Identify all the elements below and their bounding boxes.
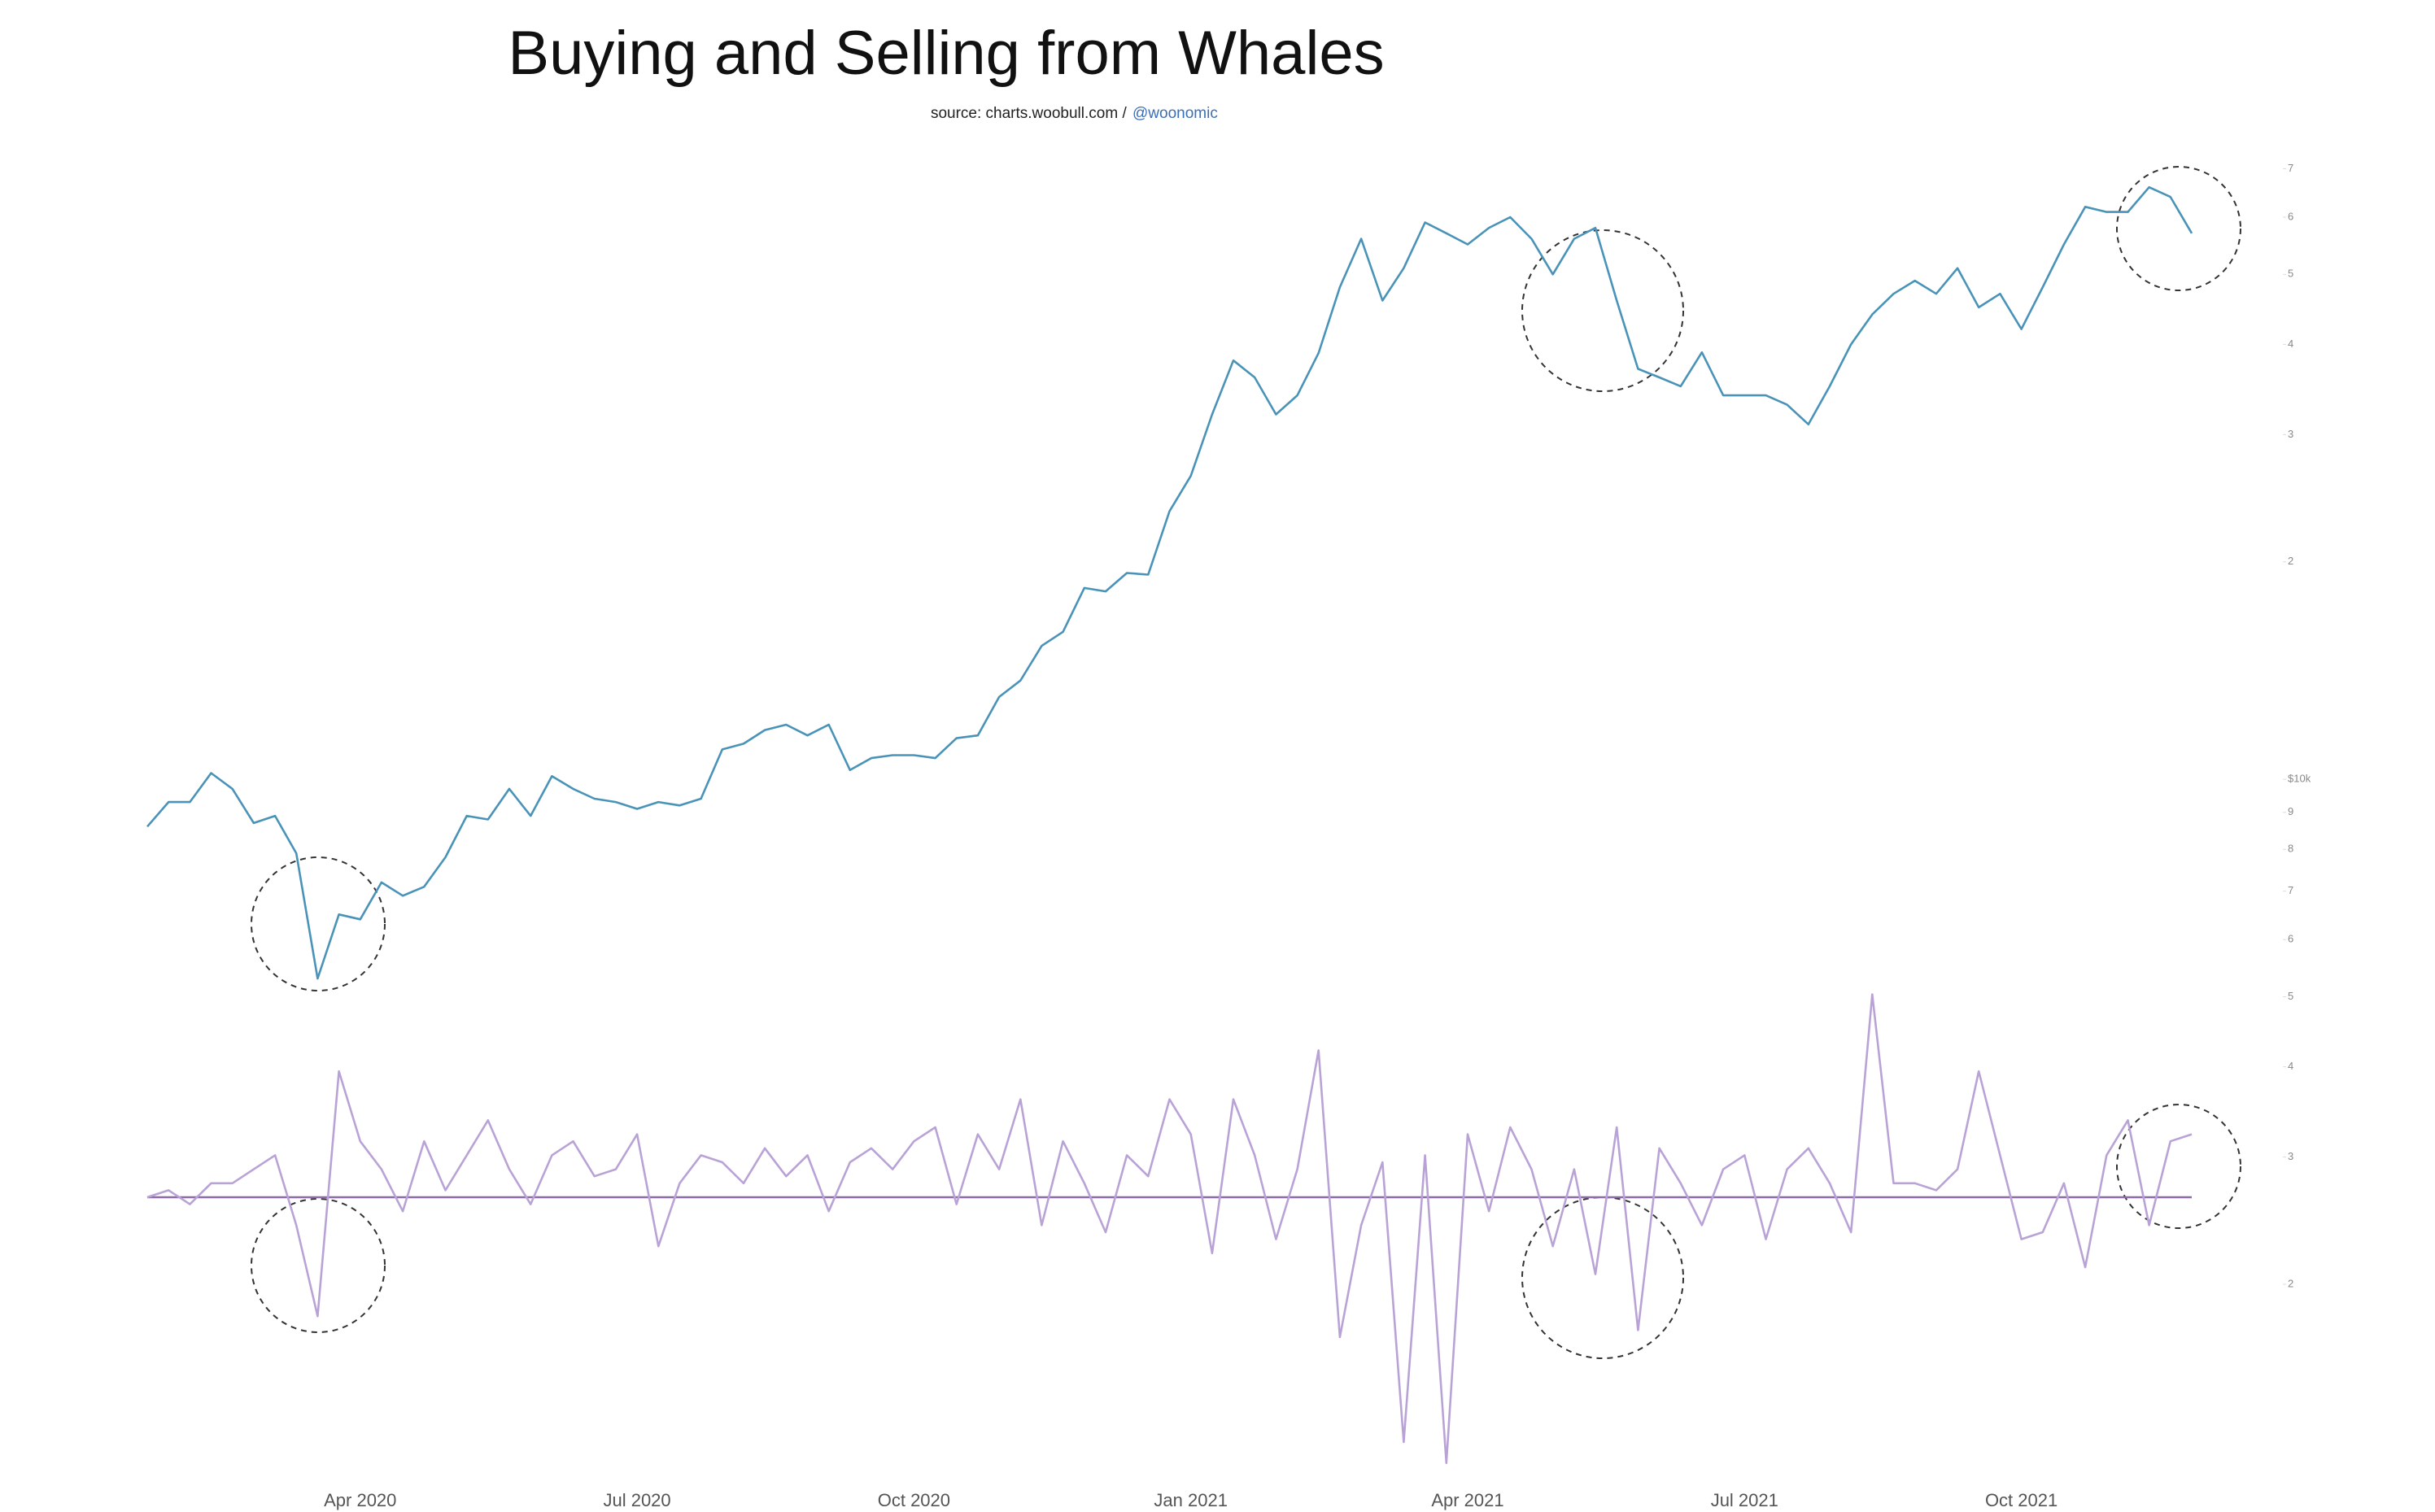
y-tick-label: 9 xyxy=(2288,805,2293,817)
y-tick-label: 2 xyxy=(2288,1277,2293,1289)
y-tick-label: 5 xyxy=(2288,268,2293,280)
subtitle-link[interactable]: @woonomic xyxy=(1132,105,1218,122)
y-tick-label: 7 xyxy=(2288,162,2293,174)
x-tick-label: Apr 2021 xyxy=(1431,1490,1503,1510)
annotation-ring xyxy=(251,1198,386,1333)
x-tick-label: Jul 2021 xyxy=(1711,1490,1778,1510)
annotation-ring xyxy=(1521,229,1684,392)
price-line xyxy=(146,185,2193,980)
y-tick-label: 6 xyxy=(2288,933,2293,945)
y-tick-label: 3 xyxy=(2288,1150,2293,1162)
annotation-ring xyxy=(2116,1104,2241,1229)
y-tick-label: 7 xyxy=(2288,884,2293,896)
y-tick-label: 4 xyxy=(2288,338,2293,350)
y-tick-label: 5 xyxy=(2288,990,2293,1002)
chart-subtitle: source: charts.woobull.com / xyxy=(931,105,1131,122)
annotation-ring xyxy=(2116,166,2241,291)
flow-line xyxy=(146,993,2193,1465)
y-tick-label: 3 xyxy=(2288,428,2293,440)
annotation-ring xyxy=(251,856,386,991)
annotation-ring xyxy=(1521,1196,1684,1359)
annotation-rings xyxy=(251,166,2241,1359)
y-tick-label: $10k xyxy=(2288,773,2311,785)
y-tick-label: 6 xyxy=(2288,210,2293,222)
y-tick-label: 4 xyxy=(2288,1060,2293,1072)
x-tick-label: Oct 2021 xyxy=(1985,1490,2058,1510)
x-tick-label: Oct 2020 xyxy=(878,1490,950,1510)
y-tick-label: 2 xyxy=(2288,555,2293,567)
y-tick-label: 8 xyxy=(2288,843,2293,855)
x-tick-label: Apr 2020 xyxy=(324,1490,396,1510)
chart-title: Buying and Selling from Whales xyxy=(508,19,1384,88)
x-tick-label: Jul 2020 xyxy=(603,1490,670,1510)
x-tick-label: Jan 2021 xyxy=(1154,1490,1228,1510)
